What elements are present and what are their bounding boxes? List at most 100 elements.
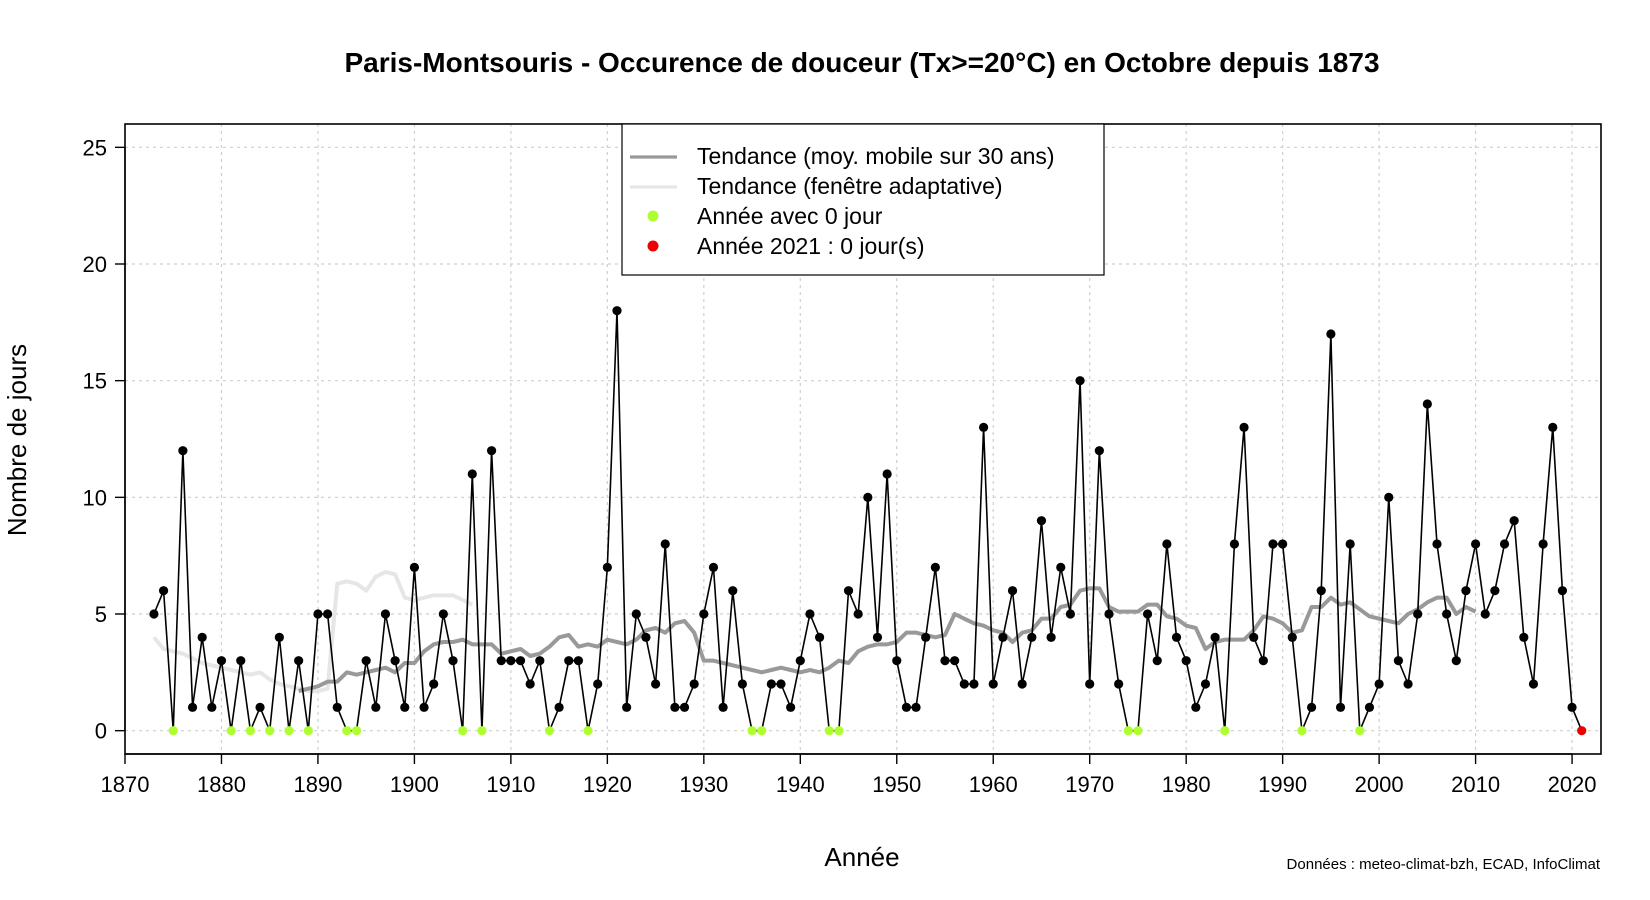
zero-year-point-1881	[226, 726, 236, 736]
legend-moving-average-label: Tendance (moy. mobile sur 30 ans)	[697, 143, 1055, 169]
data-point-1898	[390, 656, 400, 666]
zero-year-point-1918	[583, 726, 593, 736]
data-point-2012	[1490, 586, 1500, 596]
y-tick-label-25: 25	[83, 135, 107, 160]
data-point-2008	[1451, 656, 1461, 666]
data-point-1986	[1239, 422, 1249, 432]
data-point-2015	[1519, 632, 1529, 642]
data-point-1900	[409, 562, 420, 572]
data-point-1987	[1249, 632, 1259, 642]
data-point-1958	[969, 679, 979, 689]
y-tick-label-10: 10	[83, 485, 107, 510]
x-tick-label-1970: 1970	[1065, 772, 1114, 797]
data-point-1877	[187, 702, 198, 712]
zero-year-point-1975	[1133, 726, 1143, 736]
chart-title: Paris-Montsouris - Occurence de douceur …	[344, 47, 1379, 78]
data-point-1967	[1056, 562, 1066, 572]
data-point-1920	[602, 562, 612, 572]
data-point-2006	[1432, 539, 1442, 549]
data-point-1892	[332, 702, 342, 712]
x-tick-label-2010: 2010	[1451, 772, 1500, 797]
data-point-1941	[805, 609, 815, 619]
zero-year-point-1935	[747, 726, 757, 736]
data-point-1994	[1316, 586, 1326, 596]
y-tick-label-20: 20	[83, 252, 107, 277]
zero-year-point-1875	[168, 726, 178, 736]
x-tick-label-1920: 1920	[583, 772, 632, 797]
data-point-1969	[1075, 376, 1085, 386]
data-point-1977	[1152, 656, 1162, 666]
data-point-1906	[467, 469, 477, 479]
y-tick-label-15: 15	[83, 369, 107, 394]
data-point-2014	[1509, 516, 1519, 526]
data-point-1933	[728, 586, 738, 596]
data-point-2011	[1480, 609, 1490, 619]
data-point-1899	[400, 702, 410, 712]
legend-box	[621, 123, 1105, 276]
moving-average-line	[298, 586, 1477, 693]
zero-year-point-1944	[834, 726, 844, 736]
x-tick-label-1950: 1950	[872, 772, 921, 797]
data-point-1978	[1162, 539, 1172, 549]
legend-current-year-marker	[647, 240, 659, 252]
data-point-1963	[1017, 679, 1027, 689]
data-point-1878	[197, 632, 207, 642]
data-point-1902	[429, 679, 439, 689]
data-point-1924	[641, 632, 651, 642]
data-point-1982	[1200, 679, 1211, 689]
zero-year-point-1936	[757, 726, 767, 736]
x-tick-label-1940: 1940	[776, 772, 825, 797]
data-point-1950	[892, 656, 902, 666]
data-point-1928	[679, 702, 690, 712]
x-tick-label-1930: 1930	[679, 772, 728, 797]
x-tick-label-2000: 2000	[1355, 772, 1404, 797]
legend-zero-year-label: Année avec 0 jour	[697, 203, 883, 229]
data-point-2001	[1384, 492, 1394, 502]
data-point-2018	[1548, 422, 1558, 432]
data-point-2004	[1413, 609, 1423, 619]
data-point-1997	[1345, 539, 1355, 549]
data-point-2005	[1422, 399, 1432, 409]
zero-year-point-1998	[1355, 726, 1365, 736]
data-point-1996	[1335, 702, 1346, 712]
data-point-1964	[1027, 632, 1037, 642]
data-point-1919	[593, 679, 603, 689]
zero-year-point-1893	[342, 726, 352, 736]
data-point-1962	[1007, 586, 1018, 596]
data-point-1880	[216, 656, 227, 666]
data-point-2010	[1470, 539, 1481, 549]
data-point-1923	[631, 609, 641, 619]
current-year-point-2021	[1577, 726, 1587, 736]
data-point-1995	[1326, 329, 1336, 339]
legend-current-year-label: Année 2021 : 0 jour(s)	[697, 233, 925, 259]
data-point-1888	[294, 656, 304, 666]
data-point-1886	[274, 632, 284, 642]
data-point-1999	[1364, 702, 1375, 712]
data-point-1955	[940, 656, 950, 666]
data-point-1891	[322, 609, 333, 619]
legend: Tendance (moy. mobile sur 30 ans) Tendan…	[621, 123, 1105, 276]
data-point-1949	[882, 469, 892, 479]
data-point-1972	[1104, 609, 1114, 619]
data-point-1874	[158, 586, 169, 596]
x-tick-label-1960: 1960	[969, 772, 1018, 797]
data-point-1921	[612, 306, 622, 316]
y-tick-label-5: 5	[95, 602, 107, 627]
data-point-2017	[1538, 539, 1548, 549]
legend-adaptive-trend-label: Tendance (fenêtre adaptative)	[697, 173, 1003, 199]
data-point-1938	[776, 679, 786, 689]
zero-year-point-1887	[284, 726, 294, 736]
data-point-1939	[786, 702, 796, 712]
data-point-1971	[1094, 446, 1104, 456]
data-point-2016	[1528, 679, 1539, 689]
zero-year-point-1905	[458, 726, 468, 736]
data-point-2003	[1403, 679, 1413, 689]
data-point-1922	[622, 702, 632, 712]
zero-year-point-1907	[477, 726, 487, 736]
data-point-1961	[998, 632, 1008, 642]
data-point-1882	[236, 656, 246, 666]
data-point-1945	[843, 586, 854, 596]
x-axis: 1870 1880 1890 1900 1910 1920 1930 1940 1950 1960…	[101, 753, 1597, 797]
x-tick-label-1870: 1870	[101, 772, 150, 797]
